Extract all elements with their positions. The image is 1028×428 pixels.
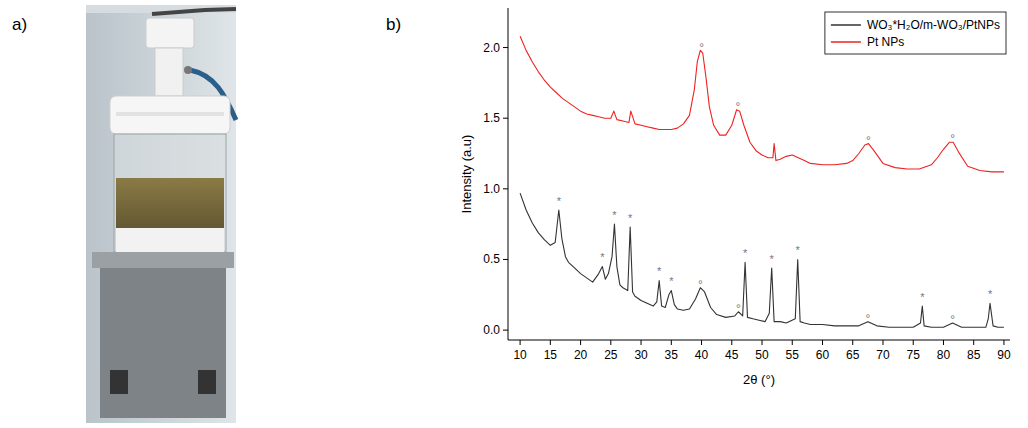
peak-marker: ° (866, 134, 871, 148)
x-tick-label: 25 (604, 348, 618, 362)
x-tick (882, 340, 883, 345)
x-tick (610, 340, 611, 345)
peak-marker: * (770, 253, 775, 265)
series-group (520, 36, 1004, 327)
clamp (152, 9, 236, 14)
y-axis (508, 8, 509, 340)
legend-swatch (831, 24, 861, 26)
x-tick (792, 340, 793, 345)
x-tick-label: 80 (937, 348, 951, 362)
peak-marker: ° (950, 132, 955, 146)
x-tick (731, 340, 732, 345)
y-tick (503, 47, 508, 48)
peak-marker: * (669, 275, 674, 287)
stand-screw (198, 370, 216, 394)
peak-marker: * (988, 288, 993, 300)
y-tick-label: 2.0 (483, 41, 500, 55)
peak-marker: * (796, 244, 801, 256)
x-tick-label: 35 (665, 348, 679, 362)
x-tick-label: 15 (544, 348, 558, 362)
x-tick-label: 10 (513, 348, 527, 362)
stand-plate (92, 252, 234, 268)
x-axis (508, 340, 1010, 341)
peak-marker: ° (699, 41, 704, 55)
peak-marker: * (600, 251, 605, 263)
peak-marker: * (628, 212, 633, 224)
peak-marker: ° (698, 278, 703, 292)
y-tick (503, 188, 508, 189)
panel-b: b) 10 15 20 25 30 35 40 45 50 55 60 65 70 75 80 85 90 0.0 0… (386, 8, 1011, 387)
x-tick-label: 30 (634, 348, 648, 362)
glass-cell (114, 134, 226, 252)
x-tick (580, 340, 581, 345)
stand (100, 268, 226, 418)
panel-label: a) (12, 15, 27, 34)
x-tick (852, 340, 853, 345)
series-line (520, 36, 1004, 172)
x-axis-title: 2θ (°) (743, 372, 775, 387)
x-tick (550, 340, 551, 345)
cell-base (116, 228, 224, 252)
figure: a) b) 10 15 20 25 30 35 40 45 50 55 60 65 70 75 80 85 90 0.… (0, 0, 1028, 428)
x-tick (762, 340, 763, 345)
y-tick-label: 0.0 (483, 323, 500, 337)
legend: WO₃*H₂O/m-WO₃/PtNPs Pt NPs (825, 12, 1006, 54)
peak-marker: * (743, 247, 748, 259)
x-tick-label: 55 (786, 348, 800, 362)
legend-label: WO₃*H₂O/m-WO₃/PtNPs (867, 18, 1000, 32)
y-tick (503, 259, 508, 260)
cell-lid (110, 96, 230, 134)
electrode-holder (146, 18, 194, 48)
peak-marker: * (657, 265, 662, 277)
connector (184, 66, 192, 74)
panel-label: b) (386, 15, 401, 34)
panel-a: a) (12, 5, 236, 423)
x-tick-label: 60 (816, 348, 830, 362)
peak-marker: * (557, 195, 562, 207)
x-tick-label: 40 (695, 348, 709, 362)
peak-marker: ° (735, 100, 740, 114)
x-tick-label: 70 (876, 348, 890, 362)
y-tick-label: 1.5 (483, 111, 500, 125)
series-line (520, 193, 1004, 327)
x-tick (822, 340, 823, 345)
x-tick (973, 340, 974, 345)
peak-marker: ° (950, 313, 955, 327)
peak-marker: ° (865, 312, 870, 326)
y-tick-label: 1.0 (483, 182, 500, 196)
x-tick-label: 20 (574, 348, 588, 362)
legend-box (825, 12, 1006, 54)
x-tick (701, 340, 702, 345)
legend-label: Pt NPs (867, 35, 904, 49)
x-tick-label: 75 (907, 348, 921, 362)
x-tick (1003, 340, 1004, 345)
x-tick (641, 340, 642, 345)
x-tick-label: 85 (967, 348, 981, 362)
y-axis-title: Intensity (a.u) (459, 135, 474, 214)
cell-lid (116, 112, 224, 116)
y-tick (503, 330, 508, 331)
legend-swatch (831, 41, 861, 43)
electrode-holder (155, 48, 183, 96)
electrolyte (116, 178, 224, 236)
peak-marker: ° (736, 302, 741, 316)
photo-background (86, 5, 236, 423)
x-tick-label: 45 (725, 348, 739, 362)
x-tick (671, 340, 672, 345)
x-tick-label: 90 (997, 348, 1011, 362)
x-tick-label: 50 (755, 348, 769, 362)
x-tick (520, 340, 521, 345)
x-tick (943, 340, 944, 345)
stand-screw (110, 370, 128, 394)
photo-background (86, 5, 236, 13)
x-tick-label: 65 (846, 348, 860, 362)
peak-marker: * (612, 209, 617, 221)
y-tick-label: 0.5 (483, 252, 500, 266)
x-tick (913, 340, 914, 345)
y-tick (503, 118, 508, 119)
peak-marker: * (920, 291, 925, 303)
